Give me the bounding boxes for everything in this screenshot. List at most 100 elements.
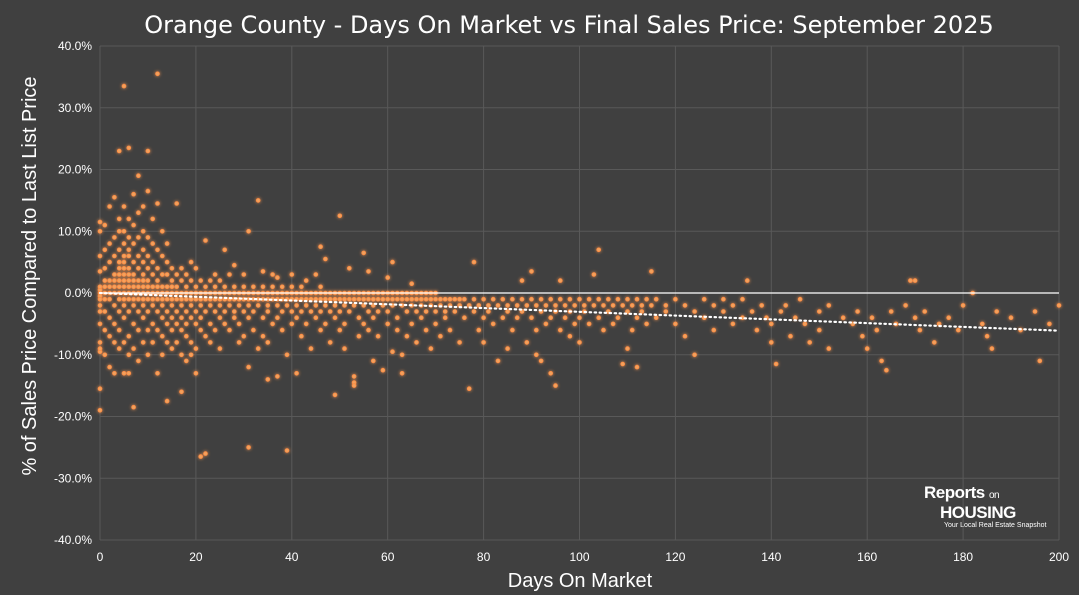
data-point: [375, 309, 381, 314]
data-point: [423, 309, 429, 314]
data-point: [150, 296, 156, 302]
x-tick-labels: 0 20 40 60 80 100 120 140 160 180 200: [97, 550, 1070, 564]
data-point: [107, 241, 112, 246]
data-point: [251, 327, 256, 333]
data-point: [121, 278, 127, 283]
data-point: [145, 188, 151, 194]
data-point: [155, 327, 160, 333]
data-point: [356, 333, 362, 339]
data-point: [524, 340, 530, 345]
data-point: [442, 296, 448, 302]
data-point: [160, 303, 165, 308]
data-point: [97, 219, 103, 225]
data-point: [279, 327, 285, 333]
data-point: [97, 269, 103, 274]
data-point: [198, 454, 204, 459]
data-point: [203, 451, 208, 456]
data-point: [265, 377, 271, 382]
data-point: [126, 253, 132, 259]
data-point: [246, 315, 251, 321]
data-point: [399, 370, 405, 376]
data-point: [97, 253, 103, 259]
data-point: [471, 296, 477, 302]
data-point: [634, 364, 640, 370]
data-point: [160, 315, 165, 321]
data-point: [169, 284, 175, 290]
data-point: [342, 296, 347, 302]
data-point: [634, 315, 640, 321]
data-point: [327, 296, 333, 302]
data-point: [663, 309, 669, 314]
data-point: [346, 296, 352, 302]
data-point: [164, 321, 170, 327]
data-point: [318, 284, 323, 290]
data-point: [303, 303, 309, 308]
data-point: [174, 296, 180, 302]
data-point: [346, 265, 352, 271]
data-point: [318, 296, 323, 302]
data-point: [97, 321, 103, 327]
data-point: [126, 247, 132, 253]
data-point: [572, 303, 577, 308]
data-point: [136, 309, 141, 314]
data-point: [145, 327, 151, 333]
data-point: [673, 321, 678, 327]
data-point: [994, 309, 999, 314]
data-point: [188, 278, 194, 283]
data-point: [121, 265, 127, 271]
x-tick-label: 20: [189, 550, 203, 564]
data-point: [121, 253, 127, 259]
data-point: [1008, 315, 1014, 321]
data-point: [212, 309, 218, 314]
data-point: [476, 327, 482, 333]
data-point: [514, 315, 520, 321]
data-point: [131, 296, 136, 302]
data-point: [500, 296, 506, 302]
data-point: [840, 315, 846, 321]
data-point: [236, 340, 242, 345]
data-point: [222, 309, 228, 314]
data-point: [279, 309, 285, 314]
data-point: [826, 346, 832, 351]
data-point: [385, 296, 391, 302]
data-point: [179, 296, 184, 302]
x-axis-label: Days On Market: [508, 570, 653, 592]
data-point: [601, 303, 606, 308]
data-point: [179, 352, 184, 358]
data-point: [404, 296, 410, 302]
data-point: [193, 284, 199, 290]
data-point: [136, 265, 141, 271]
data-point: [126, 265, 132, 271]
data-point: [644, 296, 649, 302]
data-point: [102, 327, 108, 333]
data-point: [284, 448, 290, 453]
data-point: [342, 321, 347, 327]
data-point: [629, 303, 635, 308]
data-point: [433, 296, 438, 302]
data-point: [931, 340, 937, 345]
x-tick-label: 160: [857, 550, 877, 564]
data-point: [145, 265, 151, 271]
data-point: [150, 216, 156, 222]
data-point: [289, 321, 295, 327]
data-point: [260, 284, 266, 290]
data-point: [203, 238, 208, 243]
data-point: [97, 229, 103, 234]
data-point: [179, 327, 184, 333]
data-point: [361, 250, 367, 256]
data-point: [596, 296, 601, 302]
data-point: [116, 265, 122, 271]
data-point: [131, 259, 136, 265]
data-point: [366, 327, 371, 333]
data-point: [596, 315, 601, 321]
data-point: [323, 296, 328, 302]
data-point: [342, 346, 347, 351]
data-point: [121, 204, 127, 209]
data-point: [179, 315, 184, 321]
data-point: [121, 296, 127, 302]
data-point: [140, 247, 146, 253]
data-point: [131, 278, 136, 283]
data-point: [370, 296, 376, 302]
reports-on-housing-logo: Reports on HOUSING Your Local Real Estat…: [924, 484, 1074, 532]
data-point: [462, 296, 467, 302]
